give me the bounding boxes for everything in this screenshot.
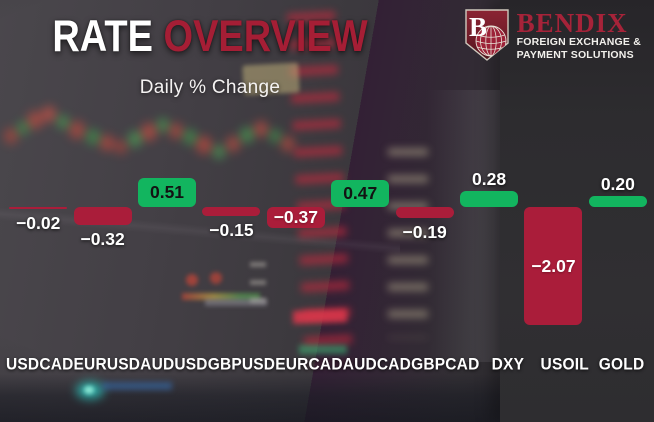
bar-column-eurusd: −0.32 [70, 0, 134, 422]
bendix-shield-globe-icon: B [464, 9, 509, 61]
bar-value-label-audusd: 0.51 [149, 182, 185, 202]
bar-eurusd [73, 207, 132, 225]
bar-value-label-eurcad: −0.37 [273, 207, 318, 227]
x-axis-labels: USDCAD EURUSD AUDUSD GBPUSD EURCAD AUDCAD GBPC… [6, 355, 650, 374]
bar-value-label-gold: 0.20 [600, 174, 635, 194]
bar-value-label-usoil: −2.07 [531, 256, 576, 276]
bar-column-audusd: 0.51 [135, 0, 199, 422]
logo-monogram: B [469, 12, 487, 42]
bar-gbpcad [395, 207, 454, 218]
bendix-logo: B BENDIX FOREIGN EXCHANGE & PAYMENT SOLU… [464, 8, 641, 62]
bar-value-label-gbpusd: −0.15 [209, 220, 254, 240]
bar-usdcad [9, 207, 68, 209]
bar-value-label-usdcad: −0.02 [16, 213, 61, 233]
bar-value-label-eurusd: −0.32 [80, 229, 125, 249]
bar-audusd [138, 178, 197, 207]
tick-label-audusd: AUDUSD [140, 355, 208, 374]
title-overview: OVERVIEW [163, 12, 368, 62]
tick-label-eurcad: EURCAD [275, 355, 343, 374]
chart-subtitle: Daily % Change [139, 77, 281, 98]
bar-gold [588, 196, 647, 207]
tick-label-usdcad: USDCAD [6, 355, 74, 374]
bar-value-label-audcad: 0.47 [343, 183, 378, 203]
bar-value-label-gbpcad: −0.19 [402, 222, 447, 242]
logo-wordmark: BENDIX [516, 8, 628, 38]
page-title: RATE OVERVIEW [0, 11, 420, 63]
tick-label-gbpcad: GBPCAD [411, 355, 480, 374]
bar-column-gbpcad: −0.19 [392, 0, 456, 422]
tick-label-audcad: AUDCAD [342, 355, 412, 374]
tick-label-eurusd: EURUSD [73, 355, 141, 374]
logo-tagline-line1: FOREIGN EXCHANGE & [516, 36, 641, 48]
header: RATE OVERVIEW Daily % Change [0, 11, 420, 99]
title-rate: RATE [52, 12, 153, 62]
tick-label-dxy: DXY [491, 355, 525, 374]
tick-label-gold: GOLD [598, 355, 645, 374]
tick-label-usoil: USOIL [540, 355, 589, 374]
bar-column-usdcad: −0.02 [6, 0, 70, 422]
bar-gbpusd [202, 207, 261, 216]
bar-column-gbpusd: −0.15 [199, 0, 263, 422]
bar-value-label-dxy: 0.28 [472, 169, 507, 189]
logo-tagline-line2: PAYMENT SOLUTIONS [516, 48, 634, 61]
bar-dxy [460, 191, 519, 207]
tick-label-gbpusd: GBPUSD [207, 355, 276, 374]
logo-text: BENDIX FOREIGN EXCHANGE & PAYMENT SOLUTI… [517, 8, 641, 61]
